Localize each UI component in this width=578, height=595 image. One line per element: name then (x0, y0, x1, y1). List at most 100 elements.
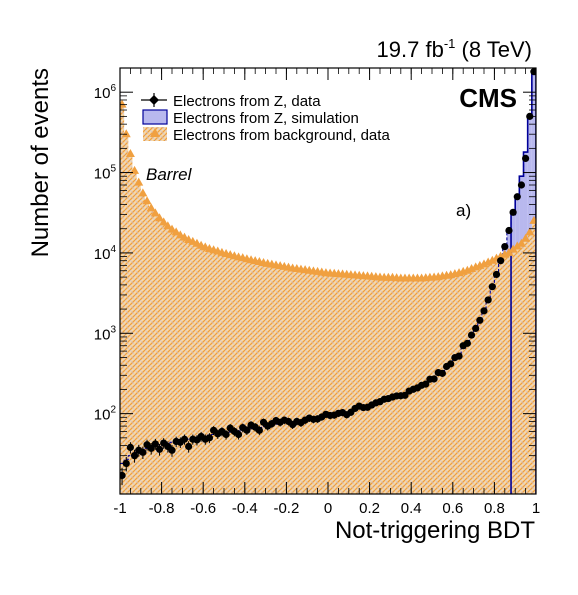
z-data-point (205, 434, 214, 442)
background-markers (120, 99, 536, 282)
y-tick-label: 102 (94, 405, 117, 424)
y-tick-label: 106 (94, 83, 117, 102)
z-data-point (151, 440, 159, 448)
x-tick-label: -0.2 (273, 500, 299, 517)
z-data-point (513, 193, 521, 201)
luminosity-label: 19.7 fb-1 (8 TeV) (377, 36, 532, 62)
z-data-point (480, 307, 488, 315)
x-tick-label: -0.6 (190, 500, 216, 517)
y-tick-label: 103 (94, 324, 117, 343)
legend: Electrons from Z, data Electrons from Z,… (141, 93, 390, 144)
z-data-point (501, 242, 509, 251)
background-marker (150, 208, 160, 217)
x-tick-label: -0.8 (149, 500, 175, 517)
z-data-point (234, 430, 243, 439)
svg-text:Electrons from Z, data: Electrons from Z, data (173, 93, 321, 110)
legend-item-z-simulation: Electrons from Z, simulation (142, 109, 359, 127)
background-marker (167, 224, 177, 233)
z-data-point (139, 448, 147, 456)
z-data-point (505, 226, 513, 235)
z-data-point (492, 270, 501, 279)
background-marker (138, 188, 148, 197)
z-data-points (120, 68, 536, 486)
simulation-bar (515, 196, 520, 247)
x-tick-label: -1 (113, 500, 126, 517)
background-marker (155, 213, 165, 222)
background-marker (521, 233, 531, 242)
legend-item-background-data: Electrons from background, data (143, 127, 390, 144)
z-data-point (488, 283, 496, 291)
simulation-swatch (142, 109, 168, 125)
z-data-point (484, 296, 492, 304)
z-data-point (243, 426, 251, 434)
simulation-bar (527, 116, 532, 233)
z-data-point (476, 316, 484, 324)
region-label: Barrel (146, 165, 193, 184)
legend-item-z-data: Electrons from Z, data (141, 93, 321, 110)
x-axis-title: Not-triggering BDT (335, 517, 535, 544)
x-tick-label: 0.6 (442, 500, 463, 517)
panel-label: a) (456, 201, 471, 220)
background-marker (142, 196, 152, 205)
axis-ticks: -1 -0.8 -0.6 -0.4 -0.2 0 0.2 0.4 0.6 0.8 1 102 103 10… (94, 67, 540, 517)
z-data-point (126, 443, 134, 452)
background-marker (508, 244, 518, 253)
z-data-point (438, 369, 446, 377)
z-data-point (530, 68, 536, 76)
x-tick-label: 0.8 (484, 500, 505, 517)
z-data-point (222, 430, 230, 439)
background-histogram (120, 104, 536, 494)
background-marker (487, 255, 497, 264)
background-area (120, 104, 536, 494)
x-tick-label: 0.2 (359, 500, 380, 517)
x-tick-label: -0.4 (232, 500, 258, 517)
background-marker (516, 238, 526, 247)
background-marker (525, 227, 535, 236)
svg-text:Electrons from background, dat: Electrons from background, data (173, 127, 390, 144)
experiment-label: CMS (459, 83, 517, 113)
x-tick-label: 1 (532, 500, 540, 517)
y-tick-label: 105 (94, 164, 117, 183)
simulation-bar (523, 152, 528, 239)
z-data-point (155, 445, 164, 453)
simulation-bar (511, 214, 516, 250)
background-marker (504, 247, 514, 256)
simulation-bar (506, 230, 512, 253)
z-data-point (120, 471, 126, 480)
simulation-bar (519, 176, 524, 244)
background-marker (159, 217, 169, 226)
z-data-point (180, 435, 189, 443)
background-marker (146, 203, 156, 212)
z-data-point (430, 375, 438, 383)
x-tick-label: 0 (324, 500, 332, 517)
background-marker (121, 129, 131, 138)
z-data-point (497, 257, 505, 265)
z-data-point (168, 446, 176, 454)
y-axis-title: Number of events (27, 68, 54, 257)
z-data-point (509, 208, 517, 216)
background-marker (125, 149, 135, 158)
background-marker (529, 215, 536, 224)
background-marker (130, 165, 140, 174)
simulation-bar (531, 71, 536, 221)
z-data-point (472, 324, 480, 332)
z-data-point (255, 426, 263, 434)
z-data-point (185, 442, 193, 451)
z-data-point (522, 154, 530, 163)
z-data-point (455, 352, 463, 360)
x-tick-label: 0.4 (401, 500, 422, 517)
z-data-point (467, 331, 476, 339)
background-marker (163, 221, 173, 230)
z-data-point (130, 452, 139, 460)
svg-text:Electrons from Z, simulation: Electrons from Z, simulation (173, 110, 359, 127)
diamond-marker-icon (149, 95, 159, 105)
y-tick-label: 104 (94, 244, 117, 263)
background-marker (512, 241, 522, 250)
z-data-point (517, 181, 526, 189)
triangle-marker-icon (150, 128, 160, 137)
background-marker (171, 227, 181, 236)
z-data-point (463, 339, 471, 347)
z-data-point (447, 360, 455, 368)
background-marker (134, 177, 144, 186)
